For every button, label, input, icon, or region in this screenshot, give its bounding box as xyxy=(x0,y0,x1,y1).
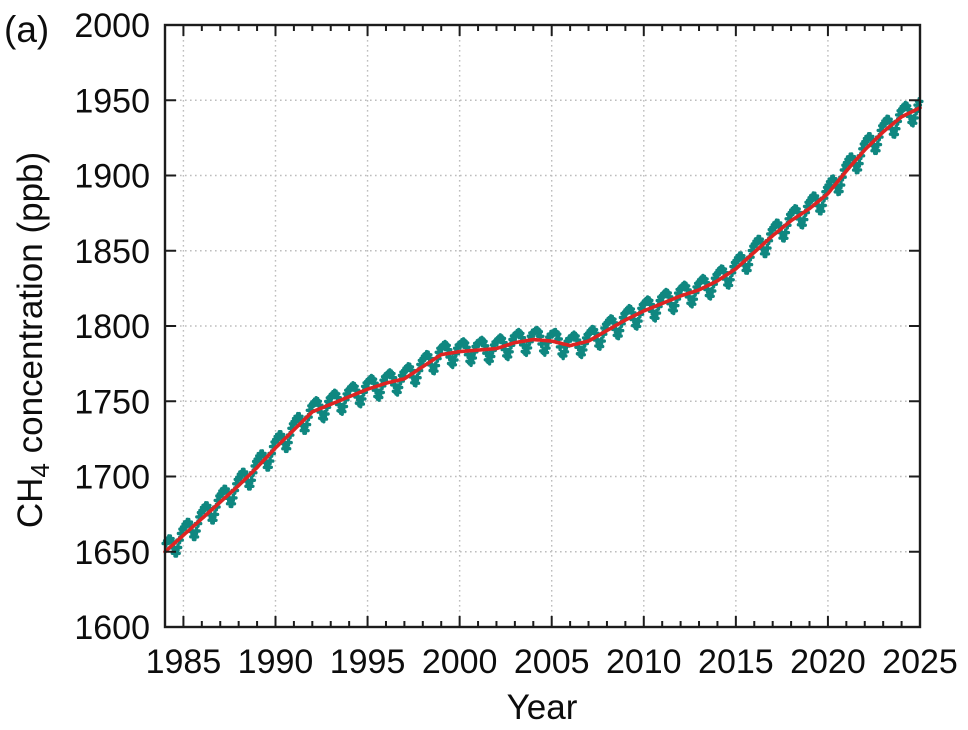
x-tick-label: 2000 xyxy=(422,643,498,681)
y-tick-label: 1600 xyxy=(74,609,150,647)
monthly-scatter-series xyxy=(161,97,924,558)
y-tick-label: 1850 xyxy=(74,233,150,271)
trend-line-series xyxy=(163,106,922,554)
x-tick-label: 2020 xyxy=(790,643,866,681)
axis-ticks xyxy=(164,24,921,628)
x-tick-label: 2015 xyxy=(698,643,774,681)
x-tick-label: 1990 xyxy=(238,643,314,681)
y-tick-label: 1750 xyxy=(74,383,150,421)
scatter-points-path xyxy=(161,97,924,558)
y-tick-labels: 1600 1650 1700 1750 1800 1850 1900 1950 2000 xyxy=(74,7,150,647)
y-tick-label: 1650 xyxy=(74,534,150,572)
x-tick-label: 2005 xyxy=(514,643,590,681)
plot-border xyxy=(163,23,922,629)
x-tick-label: 1995 xyxy=(330,643,406,681)
y-tick-label: 2000 xyxy=(74,7,150,45)
x-tick-label: 2025 xyxy=(882,643,958,681)
y-tick-label: 1950 xyxy=(74,82,150,120)
x-tick-label: 1985 xyxy=(146,643,222,681)
y-tick-label: 1800 xyxy=(74,308,150,346)
grid-lines xyxy=(165,25,920,627)
trend-path xyxy=(163,106,922,554)
x-tick-label: 2010 xyxy=(606,643,682,681)
x-axis-title: Year xyxy=(507,688,578,727)
y-tick-label: 1700 xyxy=(74,459,150,497)
y-tick-label: 1900 xyxy=(74,158,150,196)
y-axis-title: CH4 concentration (ppb) xyxy=(11,152,55,528)
panel-label: (a) xyxy=(4,9,49,50)
x-tick-labels: 1985 1990 1995 2000 2005 2010 2015 2020 2025 xyxy=(146,643,958,681)
